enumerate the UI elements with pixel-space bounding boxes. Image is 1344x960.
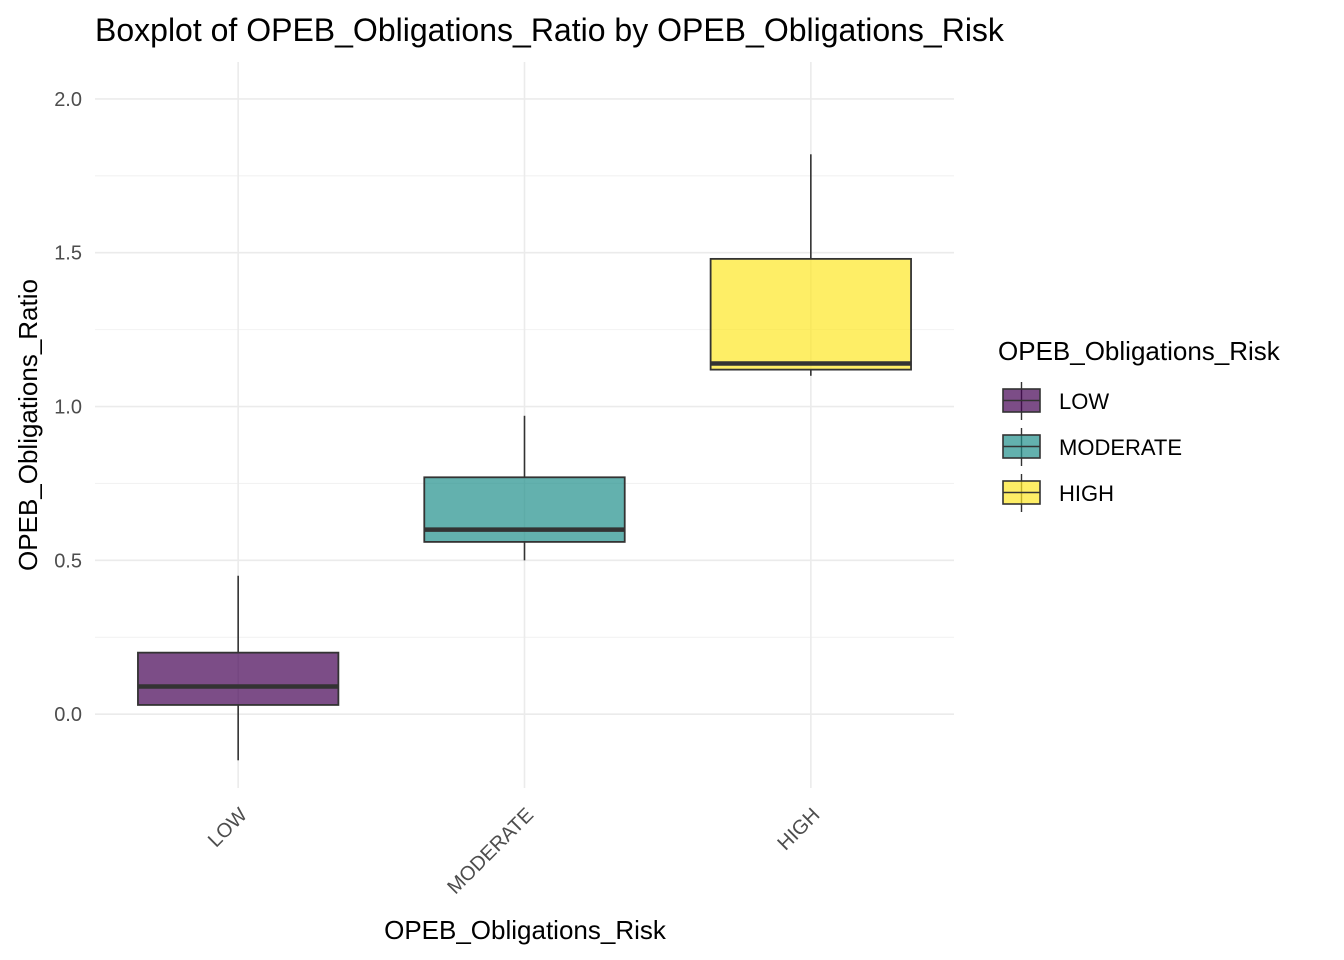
box-iqr [137, 651, 340, 706]
legend: OPEB_Obligations_Risk LOW MODERATE HIGH [998, 336, 1281, 512]
y-tick-label: 0.5 [54, 550, 82, 572]
legend-item-high: HIGH [1002, 474, 1114, 512]
box-iqr [423, 476, 626, 543]
legend-label: LOW [1059, 389, 1109, 414]
legend-label: HIGH [1059, 481, 1114, 506]
box-high [709, 154, 912, 376]
x-axis-title: OPEB_Obligations_Risk [384, 915, 667, 945]
y-tick-labels: 0.0 0.5 1.0 1.5 2.0 [54, 89, 82, 726]
x-tick-labels: LOW MODERATE HIGH [204, 804, 824, 899]
x-tick-label: MODERATE [443, 804, 538, 899]
x-tick-label: HIGH [773, 804, 824, 855]
chart-title: Boxplot of OPEB_Obligations_Ratio by OPE… [95, 12, 1005, 48]
legend-item-low: LOW [1002, 382, 1109, 420]
y-tick-label: 1.0 [54, 397, 82, 419]
x-tick-label: LOW [204, 804, 252, 852]
legend-label: MODERATE [1059, 435, 1182, 460]
box-iqr [709, 257, 912, 371]
y-tick-label: 2.0 [54, 89, 82, 111]
legend-title: OPEB_Obligations_Risk [998, 336, 1281, 366]
y-tick-label: 0.0 [54, 704, 82, 726]
y-tick-label: 1.5 [54, 243, 82, 265]
boxes-layer [137, 154, 912, 761]
box-low [137, 575, 340, 761]
legend-item-moderate: MODERATE [1002, 428, 1182, 466]
box-moderate [423, 415, 626, 561]
y-axis-title: OPEB_Obligations_Ratio [13, 279, 43, 571]
